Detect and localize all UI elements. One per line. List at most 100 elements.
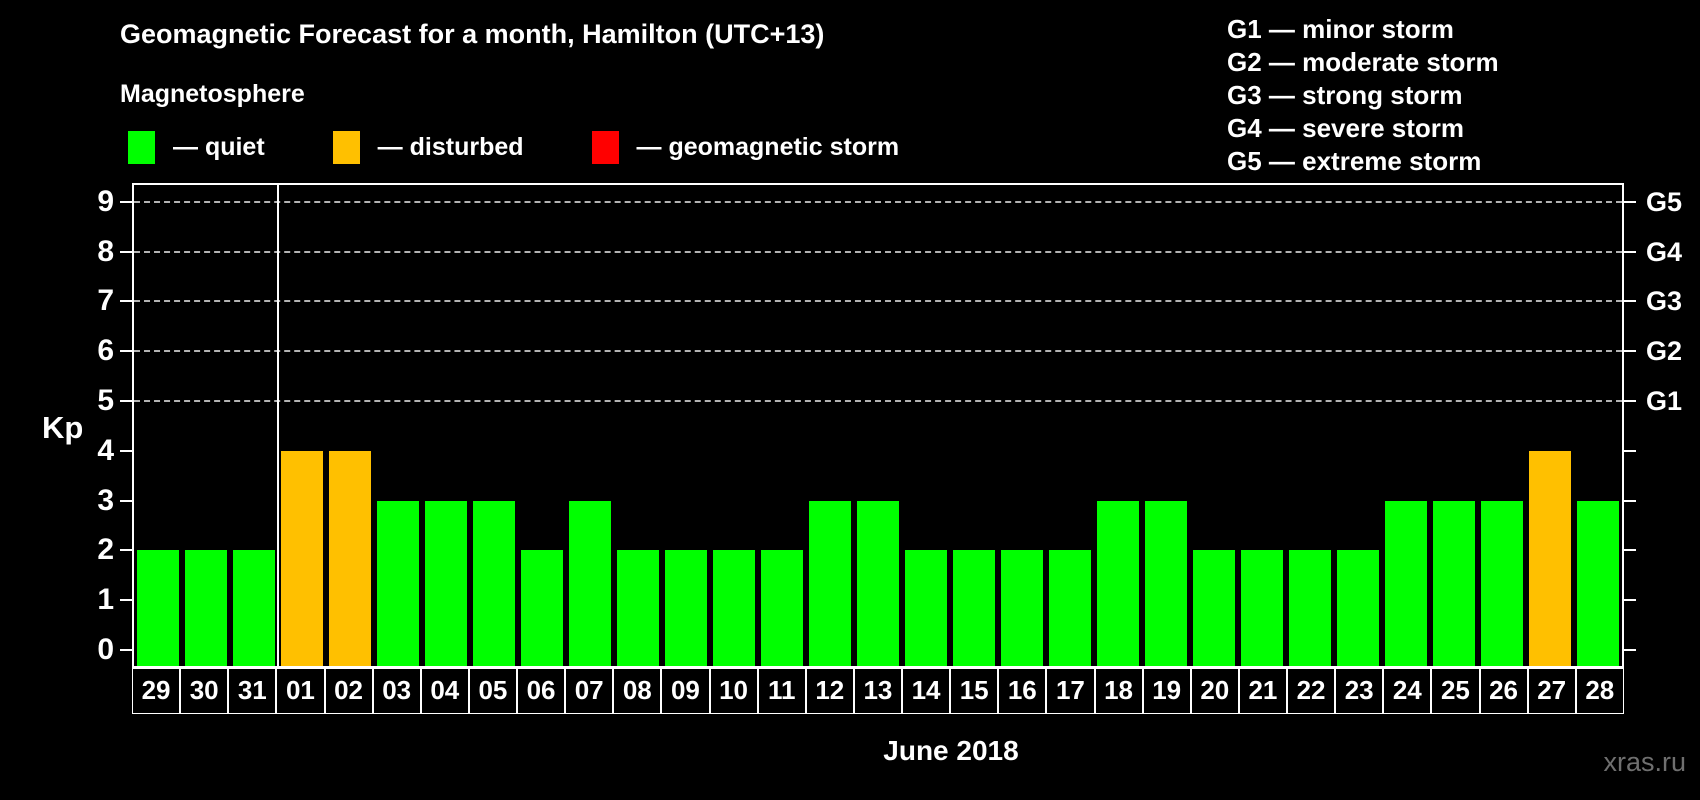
g-scale-label-G4: G4	[1646, 236, 1683, 267]
y-axis-tick-label-2: 2	[97, 533, 114, 567]
magnetosphere-legend: — quiet — disturbed — geomagnetic storm	[128, 131, 967, 164]
y-axis-tick-label-1: 1	[97, 583, 114, 617]
day-cell-28: 28	[1575, 668, 1624, 714]
y-axis-tick-5	[120, 400, 132, 402]
y-axis-tick-6	[120, 350, 132, 353]
right-axis-tick-2	[1624, 549, 1636, 552]
kp-bar-day-08	[617, 550, 659, 666]
kp-bar-day-16	[1001, 550, 1043, 666]
kp-bar-day-30	[185, 550, 227, 666]
legend-item-label: — disturbed	[377, 133, 524, 161]
day-cell-10: 10	[709, 668, 758, 714]
day-cell-09: 09	[661, 668, 710, 714]
day-cell-12: 12	[805, 668, 854, 714]
day-cell-04: 04	[420, 668, 469, 714]
y-axis-tick-label-4: 4	[97, 433, 114, 467]
watermark: xras.ru	[1603, 747, 1686, 777]
kp-bar-day-07	[569, 500, 611, 666]
day-cell-17: 17	[1046, 668, 1095, 714]
y-axis-tick-8	[120, 250, 132, 253]
day-cell-16: 16	[998, 668, 1047, 714]
day-cell-03: 03	[372, 668, 421, 714]
kp-bar-day-18	[1097, 500, 1139, 666]
kp-bar-day-24	[1385, 500, 1427, 666]
kp-bar-day-12	[809, 500, 851, 666]
kp-bar-day-05	[473, 500, 515, 666]
magnetosphere-legend-title: Magnetosphere	[120, 80, 305, 108]
legend-item-disturbed: — disturbed	[332, 131, 524, 164]
day-cell-22: 22	[1287, 668, 1336, 714]
y-axis-tick-2	[120, 549, 132, 552]
y-axis-tick-7	[120, 300, 132, 303]
x-axis-month-label: June 2018	[883, 735, 1019, 766]
kp-bar-day-25	[1433, 500, 1475, 666]
kp-bar-day-21	[1241, 550, 1283, 666]
day-cell-29: 29	[132, 668, 181, 714]
quiet-color-swatch	[128, 131, 155, 164]
g-scale-legend-line: G2 — moderate storm	[1227, 47, 1499, 77]
right-axis-tick-0	[1624, 649, 1636, 651]
g-scale-legend: G1 — minor storm G2 — moderate storm G3 …	[1227, 13, 1499, 178]
day-cell-18: 18	[1094, 668, 1143, 714]
y-axis-tick-0	[120, 649, 132, 651]
day-cell-24: 24	[1383, 668, 1432, 714]
day-cell-08: 08	[613, 668, 662, 714]
y-axis-label: Kp	[42, 410, 84, 445]
gridline-kp7	[134, 300, 1622, 303]
kp-bar-day-02	[329, 450, 371, 666]
kp-bar-day-03	[377, 500, 419, 666]
month-separator	[277, 185, 279, 666]
g-scale-label-G5: G5	[1646, 186, 1683, 217]
y-axis-tick-3	[120, 499, 132, 502]
kp-bar-day-22	[1289, 550, 1331, 666]
right-axis-tick-8	[1624, 250, 1636, 253]
gridline-kp9	[134, 200, 1622, 203]
legend-item-storm: — geomagnetic storm	[591, 131, 899, 164]
chart-title: Geomagnetic Forecast for a month, Hamilt…	[120, 19, 825, 49]
kp-bar-day-04	[425, 500, 467, 666]
day-cell-11: 11	[757, 668, 806, 714]
y-axis-tick-label-9: 9	[97, 184, 114, 218]
day-cell-07: 07	[565, 668, 614, 714]
g-scale-legend-line: G3 — strong storm	[1227, 80, 1463, 110]
legend-item-quiet: — quiet	[128, 131, 265, 164]
kp-bar-day-15	[953, 550, 995, 666]
day-cell-26: 26	[1479, 668, 1528, 714]
gridline-kp5	[134, 400, 1622, 402]
plot-area	[132, 183, 1624, 668]
right-axis-tick-6	[1624, 350, 1636, 353]
g-scale-label-G2: G2	[1646, 336, 1683, 367]
day-cell-06: 06	[517, 668, 566, 714]
right-axis-tick-5	[1624, 400, 1636, 402]
kp-bar-day-13	[857, 500, 899, 666]
kp-bar-day-20	[1193, 550, 1235, 666]
kp-bar-day-31	[233, 550, 275, 666]
g-scale-legend-line: G4 — severe storm	[1227, 113, 1465, 143]
kp-bar-day-11	[761, 550, 803, 666]
kp-bar-day-28	[1577, 500, 1619, 666]
kp-bar-day-19	[1145, 500, 1187, 666]
right-axis-tick-1	[1624, 599, 1636, 602]
day-cell-19: 19	[1142, 668, 1191, 714]
gridline-kp8	[134, 250, 1622, 253]
g-scale-label-G3: G3	[1646, 286, 1683, 317]
day-cell-30: 30	[180, 668, 229, 714]
disturbed-color-swatch	[332, 131, 360, 164]
g-scale-legend-line: G1 — minor storm	[1227, 14, 1454, 44]
kp-bar-day-09	[665, 550, 707, 666]
kp-bar-day-01	[281, 450, 323, 666]
y-axis-tick-label-5: 5	[97, 384, 114, 417]
kp-bar-day-17	[1049, 550, 1091, 666]
right-axis-tick-4	[1624, 449, 1636, 452]
y-axis-tick-label-3: 3	[97, 483, 114, 517]
day-cell-15: 15	[950, 668, 999, 714]
kp-bar-day-06	[521, 550, 563, 666]
day-cell-01: 01	[276, 668, 325, 714]
g-scale-label-G1: G1	[1646, 386, 1683, 416]
day-cell-25: 25	[1431, 668, 1480, 714]
right-axis-tick-3	[1624, 499, 1636, 502]
g-scale-legend-line: G5 — extreme storm	[1227, 146, 1482, 176]
kp-bar-day-10	[713, 550, 755, 666]
right-axis-tick-9	[1624, 200, 1636, 203]
